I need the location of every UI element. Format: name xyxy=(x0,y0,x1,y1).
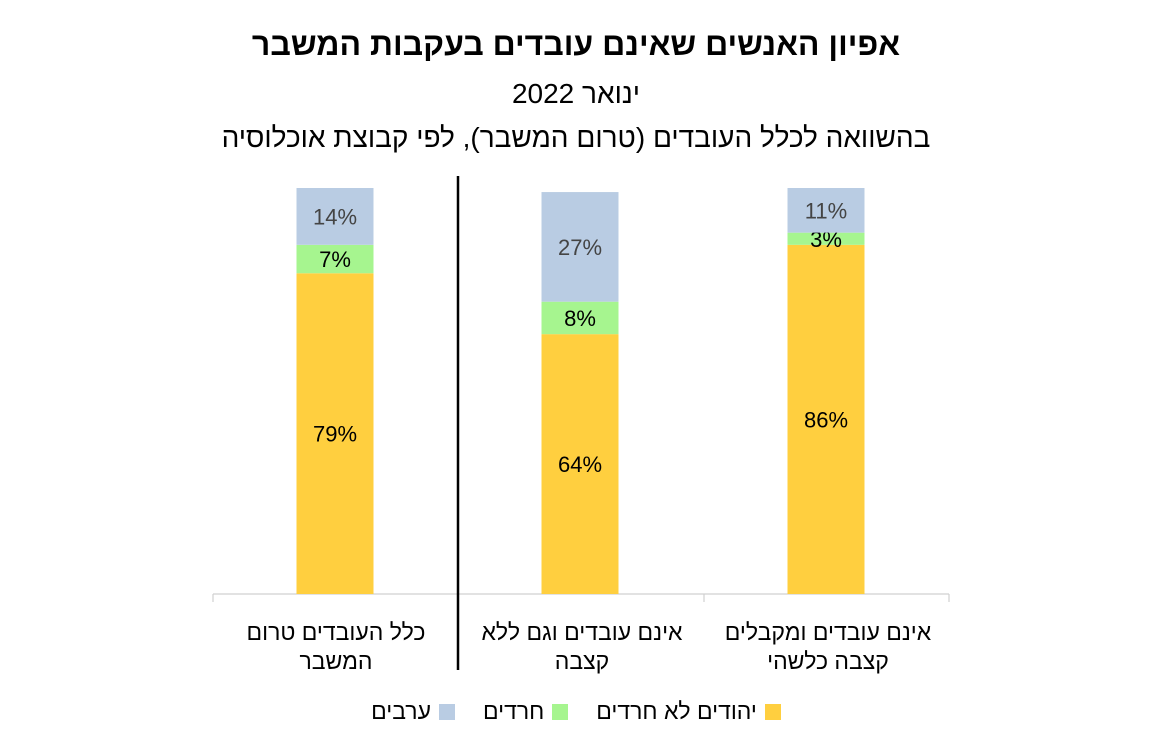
data-label-no-benefit-arabs: 27% xyxy=(558,235,602,260)
data-label-no-benefit-non-haredi-jews: 64% xyxy=(558,452,602,477)
category-label-no-benefit: אינם עובדים וגם ללא קצבה xyxy=(481,619,683,674)
data-label-receiving-benefit-non-haredi-jews: 86% xyxy=(804,407,848,432)
bar-no-benefit-arabs xyxy=(541,192,619,302)
bar-receiving-benefit-arabs xyxy=(787,188,865,233)
chart-title: אפיון האנשים שאינם עובדים בעקבות המשבר xyxy=(251,26,901,62)
legend-swatch-arabs xyxy=(438,703,455,720)
legend-label-arabs: ערבים xyxy=(371,698,431,724)
data-label-all-workers-non-haredi-jews: 79% xyxy=(313,422,357,447)
category-label-receiving-benefit: אינם עובדים ומקבלים קצבה כלשהי xyxy=(724,619,932,674)
chart-legend: יהודים לא חרדים חרדים ערבים xyxy=(0,698,1152,725)
legend-swatch-non-haredi-jews xyxy=(764,703,781,720)
bar-all-workers-arabs xyxy=(296,188,374,245)
legend-item-haredim: חרדים xyxy=(482,698,569,725)
bar-all-workers-non-haredi-jews xyxy=(296,273,374,594)
bar-receiving-benefit-haredim xyxy=(787,232,865,245)
legend-item-non-haredi-jews: יהודים לא חרדים xyxy=(596,698,781,725)
chart-subtitle-2: בהשוואה לכלל העובדים (טרום המשבר), לפי ק… xyxy=(221,122,931,153)
data-label-all-workers-haredim: 7% xyxy=(319,247,351,272)
data-label-all-workers-arabs: 14% xyxy=(313,204,357,229)
bar-no-benefit-haredim xyxy=(541,301,619,335)
bar-all-workers-haredim xyxy=(296,244,374,274)
data-label-receiving-benefit-arabs: 11% xyxy=(805,198,847,223)
legend-item-arabs: ערבים xyxy=(371,698,455,725)
bar-no-benefit-non-haredi-jews xyxy=(541,334,619,594)
legend-swatch-haredim xyxy=(552,703,569,720)
chart-subtitle: ינואר 2022 xyxy=(511,78,641,109)
category-label-all-workers: כלל העובדים טרום המשבר xyxy=(246,619,426,674)
data-label-no-benefit-haredim: 8% xyxy=(564,306,596,331)
bar-receiving-benefit-non-haredi-jews xyxy=(787,244,865,594)
legend-label-haredim: חרדים xyxy=(482,698,545,724)
legend-label-non-haredi-jews: יהודים לא חרדים xyxy=(596,698,757,724)
